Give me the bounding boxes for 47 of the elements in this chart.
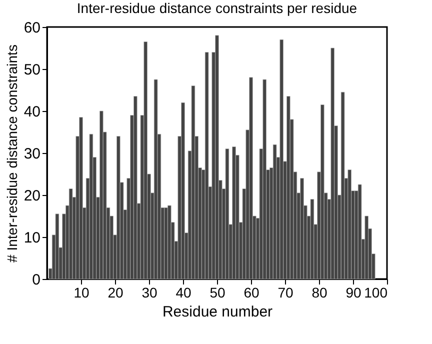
bar — [280, 39, 284, 280]
y-tick-label: 60 — [24, 20, 40, 36]
bar — [348, 170, 352, 280]
x-tick-label: 50 — [210, 284, 226, 300]
x-tick-label: 70 — [278, 284, 294, 300]
bar — [144, 42, 148, 280]
x-tick-label: 30 — [142, 284, 158, 300]
bar — [164, 207, 168, 280]
bar — [89, 134, 94, 280]
y-tick-label: 50 — [24, 62, 40, 78]
x-tick-label: 90 — [346, 284, 362, 300]
x-tick-label: 10 — [74, 284, 90, 300]
bar — [310, 199, 314, 280]
bar — [330, 48, 334, 280]
bar — [55, 214, 60, 280]
chart-title: Inter-residue distance constraints per residue — [76, 0, 358, 16]
bar — [364, 216, 368, 280]
bar — [181, 102, 185, 280]
bar — [100, 110, 104, 280]
bar — [215, 35, 219, 280]
bar — [134, 96, 138, 280]
bar — [300, 178, 304, 280]
bar — [79, 117, 83, 280]
y-tick-label: 20 — [24, 188, 40, 204]
bar — [340, 92, 345, 280]
y-tick-label: 30 — [24, 146, 40, 162]
x-tick-label: 60 — [244, 284, 260, 300]
y-tick-label: 10 — [24, 230, 40, 246]
bar — [286, 96, 290, 280]
bar — [204, 52, 209, 280]
x-tick-label: 20 — [108, 284, 124, 300]
x-tick-label: 40 — [176, 284, 192, 300]
x-axis-title: Residue number — [162, 304, 273, 320]
bar — [191, 86, 196, 280]
y-tick-label: 40 — [24, 104, 40, 120]
bar — [262, 79, 266, 280]
x-tick-label: 100 — [364, 284, 388, 300]
bar — [249, 77, 253, 280]
y-tick-label: 0 — [32, 272, 40, 288]
bar — [320, 104, 324, 280]
bar — [225, 148, 230, 280]
bar — [232, 146, 236, 280]
y-axis-title: # Inter-residue distance constraints — [4, 44, 20, 262]
x-tick-label: 80 — [312, 284, 328, 300]
bar — [168, 205, 172, 280]
bar — [116, 136, 120, 280]
bar — [358, 184, 362, 280]
